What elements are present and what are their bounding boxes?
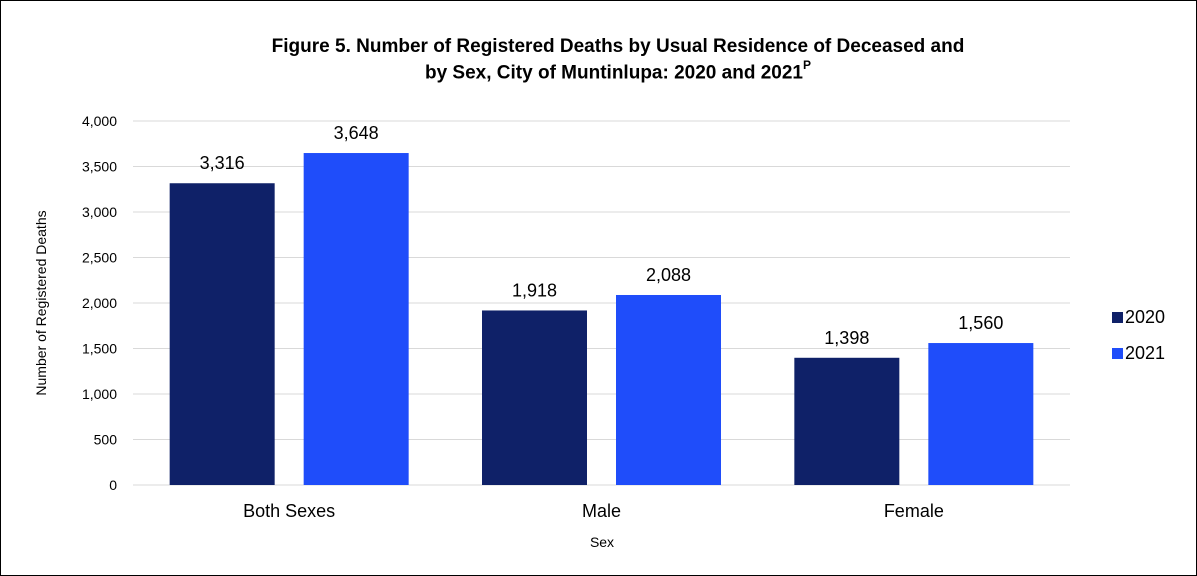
data-label-2020-0: 3,316 [200,153,245,173]
y-tick-label-8: 4,000 [82,113,117,129]
y-tick-label-3: 1,500 [82,341,117,357]
y-tick-label-5: 2,500 [82,250,117,266]
chart-title-superscript: P [802,58,811,72]
x-axis-label: Sex [590,534,614,550]
y-tick-label-0: 0 [109,477,117,493]
y-tick-label-2: 1,000 [82,386,117,402]
bar-2020-0 [169,183,275,485]
data-label-2021-1: 2,088 [646,265,691,285]
data-label-2021-2: 1,560 [958,313,1003,333]
bars [169,153,1034,486]
legend-swatch-2020 [1112,311,1123,323]
bar-2020-1 [482,310,587,485]
y-tick-label-7: 3,500 [82,159,117,175]
legend-swatch-2021 [1112,347,1123,359]
bar-2021-1 [616,294,721,485]
y-tick-label-4: 2,000 [82,295,117,311]
category-label-2: Female [884,501,944,521]
legend-item-2020: 2020 [1112,306,1165,328]
data-label-2021-0: 3,648 [334,123,379,143]
legend: 2020 2021 [1112,306,1165,378]
y-tick-label-6: 3,000 [82,204,117,220]
category-label-0: Both Sexes [243,501,335,521]
y-tick-labels: 0 500 1,000 1,500 2,000 2,500 3,000 3,500 4,000 [82,113,117,493]
chart-title: Figure 5. Number of Registered Deaths by… [0,36,1197,83]
bar-2020-2 [794,357,900,485]
data-label-2020-2: 1,398 [824,328,869,348]
legend-label-2021: 2021 [1125,342,1166,363]
gridlines [133,120,1070,486]
data-labels: 3,316 3,648 1,918 2,088 1,398 1,560 [200,123,1004,348]
data-label-2020-1: 1,918 [512,280,557,300]
bar-2021-0 [303,153,409,486]
y-axis-label: Number of Registered Deaths [33,210,49,395]
bar-2021-2 [928,343,1034,485]
legend-label-2020: 2020 [1125,306,1166,327]
chart-title-line-2: by Sex, City of Muntinlupa: 2020 and 202… [424,62,803,84]
legend-item-2021: 2021 [1112,342,1165,364]
category-labels: Both Sexes Male Female [243,501,944,521]
y-tick-label-1: 500 [94,432,118,448]
category-label-1: Male [582,501,621,521]
chart-title-line-1: Figure 5. Number of Registered Deaths by… [271,36,965,57]
